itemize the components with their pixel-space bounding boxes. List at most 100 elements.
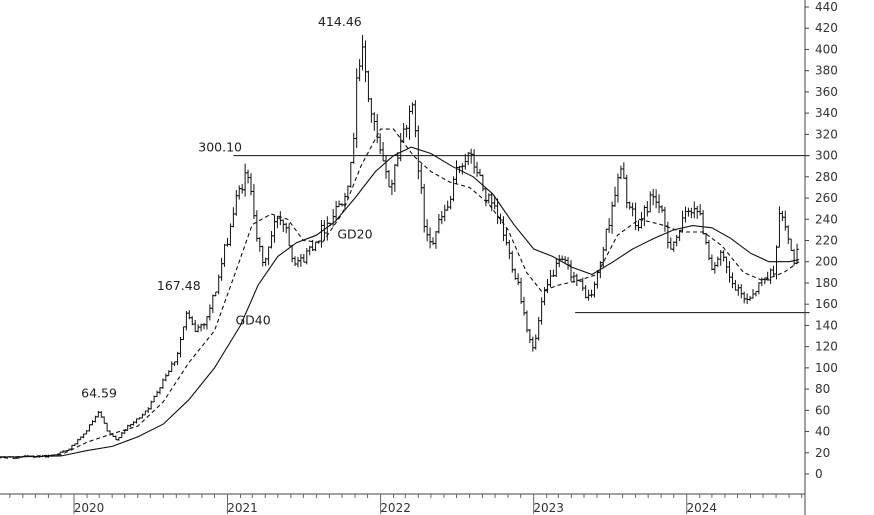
ohlc-bar [319,220,324,248]
ohlc-bar [178,336,183,358]
y-tick-label: 260 [815,191,838,205]
ohlc-bar [301,253,306,263]
ohlc-bar [213,291,218,297]
ohlc-bar [489,193,494,212]
ohlc-bar [533,334,538,350]
ohlc-bar [363,40,368,83]
ohlc-bar [466,152,471,166]
ohlc-bar [783,210,788,231]
x-year-label: 2022 [380,501,411,515]
ohlc-bar [501,216,506,242]
ohlc-bar [519,277,524,304]
ohlc-bar [668,237,673,250]
ohlc-bar [157,387,162,395]
ohlc-bar [207,304,212,321]
ohlc-bar [560,255,565,261]
ohlc-bar [604,228,609,252]
ohlc-bar [193,319,198,333]
x-year-label: 2020 [74,501,105,515]
ohlc-bar [692,201,697,219]
y-tick-label: 240 [815,212,838,226]
ohlc-bar [753,290,758,297]
ohlc-bar [234,190,239,216]
axes: 0 20 40 60 80 100 120 140 160 180 200 220 240 260 280 3… [0,0,838,515]
y-tick-label: 280 [815,170,838,184]
ohlc-bar [272,215,277,243]
ohlc-bar [143,410,148,416]
ohlc-bar [351,132,356,164]
ohlc-bar [583,285,588,299]
y-tick-label: 20 [815,446,830,460]
ohlc-bar [715,256,720,268]
ohlc-bar [733,279,738,291]
ohlc-bar [742,291,747,304]
y-tick-label: 100 [815,361,838,375]
horizontal-levels [233,155,810,314]
ohlc-bar [360,34,365,71]
ohlc-bar [422,183,427,233]
ohlc-bar [516,273,521,286]
ohlc-bar [155,390,160,398]
ohlc-bar [730,272,735,289]
series-line-gd20 [0,128,800,458]
y-tick-label: 0 [815,467,823,481]
y-tick-label: 360 [815,85,838,99]
ohlc-bar [709,254,714,271]
ohlc-bar [786,225,791,244]
ohlc-bar [240,184,245,194]
ohlc-bar [269,231,274,249]
ohlc-bar [756,282,761,295]
ohlc-bar [654,189,659,209]
ohlc-bar [442,204,447,222]
y-tick-label: 140 [815,318,838,332]
ohlc-bar [169,361,174,373]
ohlc-bar [530,336,535,352]
price-annotations: 64.59 167.48 300.10 414.46 GD20 GD40 [81,14,372,400]
y-tick-label: 80 [815,382,830,396]
ohlc-bar [369,98,374,123]
ohlc-bar [96,410,101,418]
ohlc-bar [624,174,629,209]
ohlc-bar [451,176,456,202]
ohlc-bar [498,213,503,225]
ohlc-bar [313,241,318,252]
ohlc-bar [701,210,706,235]
ohlc-bar [527,328,532,343]
ohlc-bar [140,413,145,419]
ohlc-bar [345,185,350,199]
y-tick-label: 400 [815,42,838,56]
ohlc-bar [237,185,242,200]
ohlc-bar [413,100,418,138]
ohlc-bar [460,163,465,175]
x-year-label: 2021 [227,501,258,515]
ohlc-bar [184,310,189,331]
ohlc-bar [248,173,253,196]
ohlc-bar [225,237,230,247]
y-tick-label: 220 [815,234,838,248]
ohlc-bar [378,133,383,155]
ohlc-bar [548,269,553,288]
ohlc-bar [665,221,670,249]
ohlc-bar [445,200,450,211]
ohlc-bar [287,223,292,247]
ohlc-bar [686,207,691,217]
ohlc-bar [662,206,667,232]
ohlc-bar [671,241,676,252]
ohlc-bar [636,220,641,232]
ohlc-bar [721,250,726,262]
ohlc-bar [674,234,679,247]
ohlc-bar [618,165,623,180]
ohlc-bar [777,206,782,248]
ohlc-bar [683,206,688,223]
ohlc-bar [425,219,430,242]
ohlc-bar [657,194,662,214]
ohlc-bar [436,214,441,234]
ohlc-bar [231,207,236,228]
y-tick-label: 320 [815,127,838,141]
ohlc-bar [204,316,209,330]
price-annotation: 167.48 [157,278,201,293]
ohlc-bar [613,186,618,207]
ohlc-bar [146,407,151,414]
ohlc-bar [439,210,444,225]
y-tick-label: 380 [815,64,838,78]
